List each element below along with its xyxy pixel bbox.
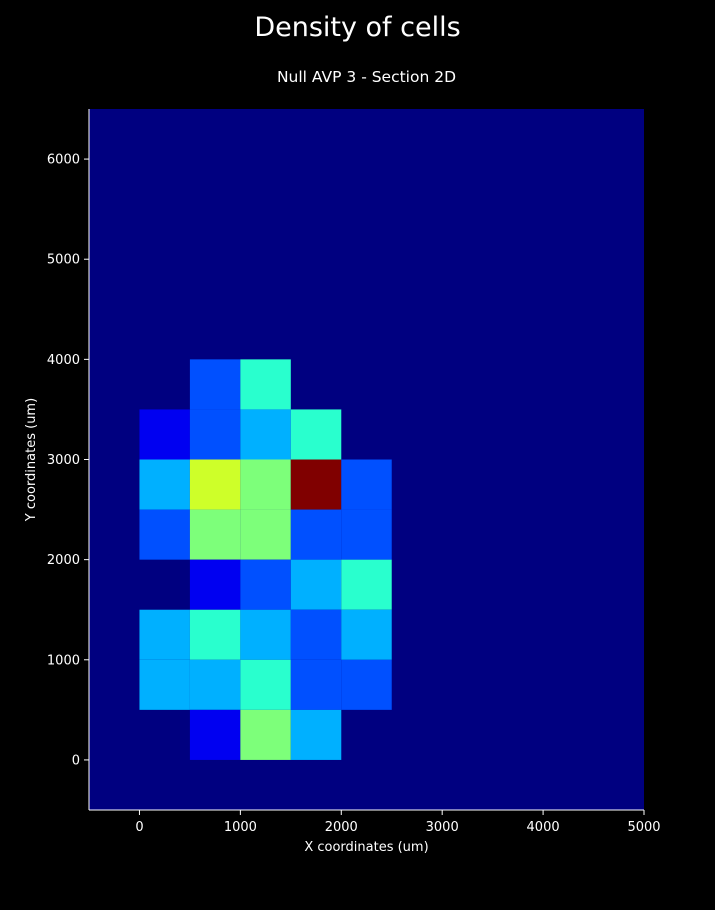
heatmap-cell <box>189 559 241 610</box>
heatmap-cell <box>139 609 190 660</box>
heatmap-cell <box>189 709 241 760</box>
heatmap-cell <box>189 359 241 410</box>
heatmap-cell <box>240 409 291 460</box>
heatmap-cell <box>189 409 241 460</box>
x-axis-ticks: 0 1000 2000 3000 4000 5000 <box>135 810 661 835</box>
x-tick-label: 1000 <box>224 820 257 835</box>
y-tick-label: 2000 <box>47 553 80 568</box>
heatmap-cell <box>189 459 241 510</box>
y-axis-ticks: 0 1000 2000 3000 4000 5000 6000 <box>47 153 89 768</box>
heatmap-cell <box>139 459 190 510</box>
figure-title: Density of cells <box>254 12 461 43</box>
heatmap-cell <box>341 559 392 610</box>
x-tick-label: 5000 <box>627 820 660 835</box>
heatmap-cell <box>189 509 241 560</box>
heatmap-cell <box>290 659 342 710</box>
x-tick-label: 4000 <box>527 820 560 835</box>
heatmap-cell <box>341 509 392 560</box>
heatmap-cell <box>240 709 291 760</box>
heatmap-cell <box>290 409 342 460</box>
heatmap-cell <box>240 459 291 510</box>
y-axis-label: Y coordinates (um) <box>24 398 39 522</box>
heatmap-cell <box>290 559 342 610</box>
heatmap-cell <box>240 359 291 410</box>
heatmap-cell <box>139 659 190 710</box>
heatmap-cell <box>240 659 291 710</box>
y-tick-label: 5000 <box>47 253 80 268</box>
heatmap-cell <box>240 509 291 560</box>
chart-subtitle: Null AVP 3 - Section 2D <box>276 68 457 86</box>
y-tick-label: 1000 <box>47 653 80 668</box>
heatmap-cell <box>290 709 342 760</box>
heatmap-cell <box>290 609 342 660</box>
heatmap-cell <box>139 509 190 560</box>
x-tick-label: 3000 <box>426 820 459 835</box>
x-tick-label: 2000 <box>325 820 358 835</box>
heatmap-cell <box>341 609 392 660</box>
y-tick-label: 3000 <box>47 453 80 468</box>
heatmap-cell <box>290 459 342 510</box>
heatmap-cell <box>290 509 342 560</box>
heatmap-cell <box>240 559 291 610</box>
heatmap-cells <box>139 359 392 760</box>
x-tick-label: 0 <box>135 820 143 835</box>
x-axis-label: X coordinates (um) <box>304 840 428 855</box>
y-tick-label: 4000 <box>47 353 80 368</box>
y-tick-label: 6000 <box>47 153 80 168</box>
heatmap-cell <box>139 409 190 460</box>
heatmap-cell <box>189 659 241 710</box>
heatmap-cell <box>189 609 241 660</box>
heatmap-cell <box>341 659 392 710</box>
heatmap-cell <box>341 459 392 510</box>
y-tick-label: 0 <box>72 753 80 768</box>
heatmap-cell <box>240 609 291 660</box>
